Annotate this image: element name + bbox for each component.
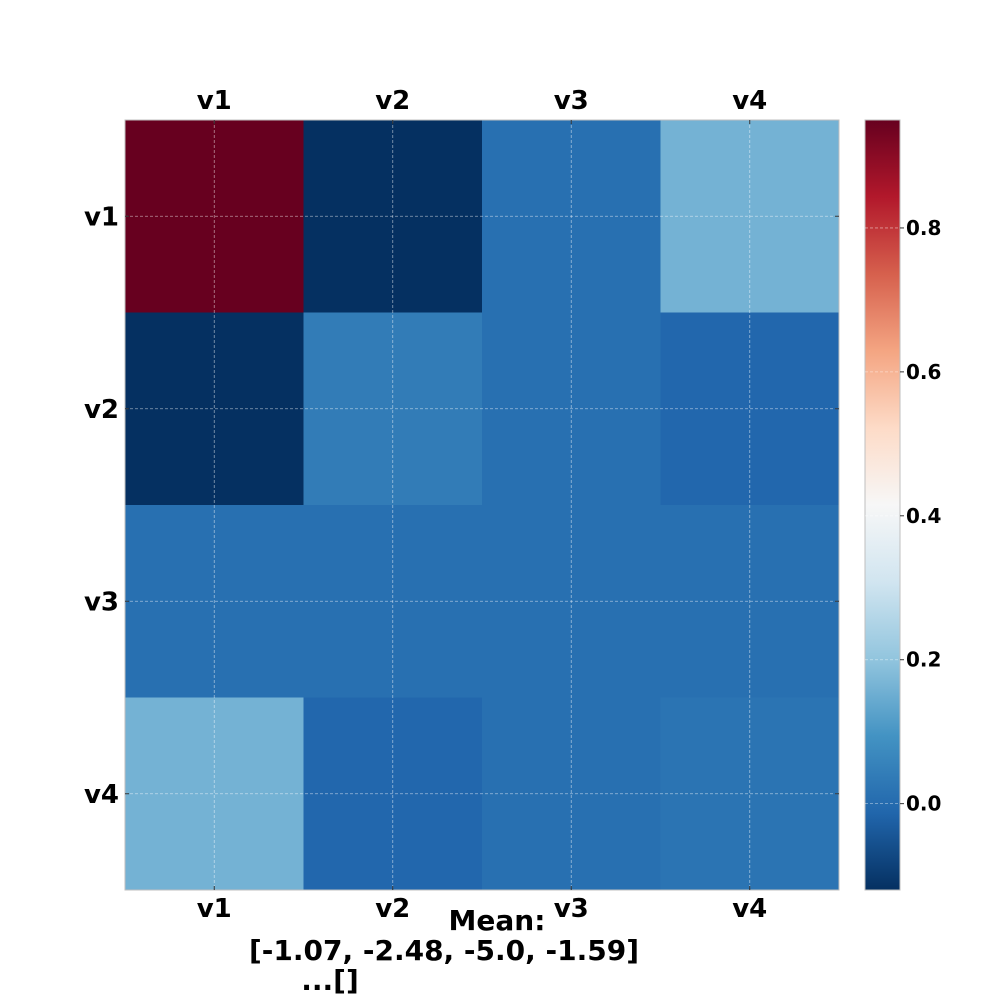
colorbar-ticks: 0.0 0.2 0.4 0.6 0.8 — [865, 216, 941, 816]
axis-tick-labels: v1 v1 v2 v2 v3 v3 v4 v4 v1 v2 v3 v4 — [84, 86, 767, 924]
heatmap-grid — [125, 120, 839, 890]
colorbar-gradient — [864, 119, 901, 891]
caption-line-2: [-1.07, -2.48, -5.0, -1.59] — [249, 934, 639, 967]
colorbar-tick-label: 0.0 — [906, 792, 941, 816]
colorbar: 0.0 0.2 0.4 0.6 0.8 — [864, 119, 941, 891]
x-tick-label-bottom: v2 — [375, 894, 410, 924]
heatmap-cell-v2-v1 — [125, 312, 304, 506]
x-tick-label-bottom: v4 — [732, 894, 767, 924]
colorbar-tick-label: 0.8 — [906, 216, 941, 240]
mean-caption: Mean: [-1.07, -2.48, -5.0, -1.59] ...[] — [249, 904, 639, 997]
colorbar-tick-label: 0.6 — [906, 360, 941, 384]
x-tick-label-top: v1 — [197, 86, 232, 116]
colorbar-tick-label: 0.4 — [906, 504, 941, 528]
caption-line-3: ...[] — [301, 964, 359, 997]
axis-ticks — [125, 120, 839, 890]
heatmap-cells — [125, 120, 840, 891]
caption-line-1: Mean: — [449, 904, 546, 937]
y-tick-label: v3 — [84, 587, 119, 617]
y-tick-label: v2 — [84, 395, 119, 425]
y-tick-label: v4 — [84, 780, 119, 810]
plot-frame — [124, 119, 840, 891]
x-tick-label-top: v2 — [375, 86, 410, 116]
x-tick-label-top: v3 — [554, 86, 589, 116]
heatmap-cell-v4-v1 — [125, 697, 304, 891]
x-tick-label-bottom: v1 — [197, 894, 232, 924]
colorbar-tick-label: 0.2 — [906, 648, 941, 672]
y-tick-label: v1 — [84, 202, 119, 232]
x-tick-label-top: v4 — [732, 86, 767, 116]
x-tick-label-bottom: v3 — [554, 894, 589, 924]
